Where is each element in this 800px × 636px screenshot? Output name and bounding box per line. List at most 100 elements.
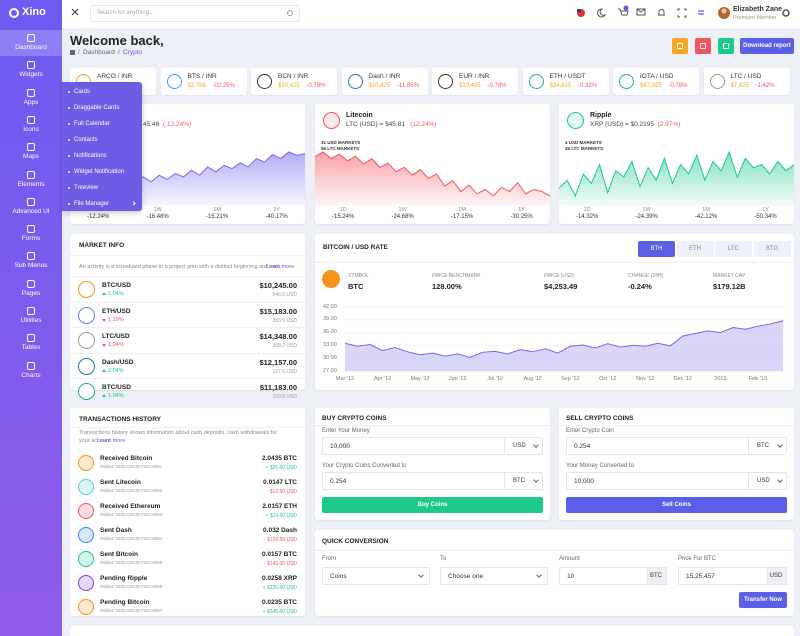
transaction-usd: + $545.00 USD bbox=[262, 609, 297, 615]
period-label: 1M bbox=[702, 207, 710, 213]
coin-icon bbox=[78, 383, 95, 400]
transaction-usd: - $149.00 USD bbox=[263, 561, 297, 567]
action-button[interactable] bbox=[718, 38, 734, 54]
breadcrumb-item[interactable]: Crypto bbox=[123, 49, 143, 56]
unit[interactable]: BTC bbox=[646, 568, 666, 584]
y-tick-label: 36.00 bbox=[323, 329, 337, 336]
submenu-item[interactable]: Full Calendar bbox=[62, 117, 142, 131]
sparkline bbox=[315, 151, 550, 206]
market-volume: 169.8 USD bbox=[272, 394, 297, 400]
ticker-change: -0.78% bbox=[487, 83, 507, 89]
learn-more[interactable]: Learn more bbox=[97, 437, 126, 444]
market-price: $11,183.00 bbox=[259, 383, 297, 392]
transaction-wallet: Wallet: 3DE2SD4EYW2XB04 bbox=[100, 537, 163, 542]
coin-market: 56 LTC MARKETS bbox=[321, 146, 360, 151]
input-field[interactable]: 10,000 USD bbox=[322, 437, 543, 455]
sidebar-item[interactable]: Utilities bbox=[0, 303, 62, 329]
unit[interactable]: USD bbox=[748, 473, 786, 489]
sidebar-item[interactable]: Icons bbox=[0, 112, 62, 138]
sidebar-item[interactable]: Pages bbox=[0, 276, 62, 302]
unit[interactable]: BTC bbox=[504, 473, 542, 489]
sidebar-item[interactable]: Maps bbox=[0, 139, 62, 165]
transaction-wallet: Wallet: 3DE2SD4EYW2XB03 bbox=[100, 513, 163, 518]
input-field[interactable]: Choose one bbox=[440, 567, 548, 585]
field-label: Amount bbox=[559, 556, 580, 562]
buy-button[interactable]: Buy Coins bbox=[322, 497, 543, 513]
input-field[interactable]: 10,000 USD bbox=[566, 472, 787, 490]
submenu-item[interactable]: Notifications bbox=[62, 149, 142, 163]
sidebar-item[interactable]: Elements bbox=[0, 167, 62, 193]
sidebar-icon bbox=[27, 334, 35, 343]
input-field[interactable]: Coins bbox=[322, 567, 430, 585]
transaction-name: Received Ethereum bbox=[100, 503, 161, 510]
x-tick-label: Mar '12 bbox=[335, 376, 355, 382]
unit[interactable]: BTC bbox=[748, 438, 786, 454]
learn-more[interactable]: Learn more bbox=[266, 264, 295, 270]
tab[interactable]: BTH bbox=[638, 241, 675, 257]
sidebar-item[interactable]: Forms bbox=[0, 221, 62, 247]
line bbox=[315, 151, 550, 197]
logo-icon bbox=[9, 8, 19, 18]
ticker-change: -02.25% bbox=[212, 83, 235, 89]
divider bbox=[70, 255, 305, 256]
ticker-change: -0.78% bbox=[668, 83, 688, 89]
breadcrumb-item[interactable]: Dashboard bbox=[83, 49, 115, 56]
input-field[interactable]: 0.254 BTC bbox=[566, 437, 787, 455]
transfer-button[interactable]: Transfer Now bbox=[739, 592, 787, 608]
sidebar-item[interactable]: Charts bbox=[0, 358, 62, 384]
submenu-item[interactable]: Contacts bbox=[62, 133, 142, 147]
input-field[interactable]: 0.254 BTC bbox=[322, 472, 543, 490]
card-description: Transactions history shows information a… bbox=[79, 430, 278, 444]
input-value: 10,000 bbox=[330, 443, 350, 450]
period-label: 1M bbox=[213, 207, 221, 213]
submenu-item[interactable]: Widget Notification bbox=[62, 165, 142, 179]
period-label: 1D bbox=[583, 207, 591, 213]
stat-label: CHANGE (24H) bbox=[628, 273, 664, 279]
stat-label: PRICE BENCHMARK bbox=[432, 273, 481, 279]
unit[interactable]: USD bbox=[766, 568, 786, 584]
button-label: Transfer Now bbox=[743, 596, 782, 603]
sidebar-item[interactable]: Tables bbox=[0, 330, 62, 356]
card-title: BITCOIN / USD RATE bbox=[323, 244, 388, 251]
market-volume: 127.5 USD bbox=[272, 368, 297, 375]
submenu-item[interactable]: File Manager bbox=[62, 197, 142, 211]
sidebar-item[interactable]: Widgets bbox=[0, 57, 62, 83]
sidebar-item[interactable]: Apps bbox=[0, 85, 62, 111]
download-button[interactable]: Download report bbox=[740, 38, 794, 54]
sidebar-icon bbox=[27, 307, 35, 315]
rate-chart bbox=[344, 306, 784, 372]
input-field[interactable]: 15,25,457 USD bbox=[678, 567, 787, 585]
transaction-amount: 0.0157 BTC bbox=[261, 551, 297, 558]
tab[interactable]: BTG bbox=[753, 241, 791, 257]
input-value: 0.254 bbox=[330, 478, 347, 485]
sidebar-item[interactable]: Advanced UI bbox=[0, 194, 62, 220]
coin-icon bbox=[78, 599, 94, 615]
x-tick-label: Jul '12 bbox=[487, 376, 504, 382]
sidebar-label: Widgets bbox=[19, 71, 43, 79]
submenu-label: Widget Notification bbox=[74, 168, 125, 175]
chevron bbox=[777, 477, 783, 483]
breadcrumb-separator: / bbox=[118, 49, 120, 56]
sell-button[interactable]: Sell Coins bbox=[566, 497, 787, 513]
coin-icon bbox=[567, 112, 584, 129]
sidebar-item[interactable]: Sub Menus bbox=[0, 248, 62, 274]
sidebar-label: Dashboard bbox=[15, 44, 47, 51]
sidebar-label: Forms bbox=[21, 235, 41, 243]
bullet bbox=[68, 123, 70, 125]
submenu-item[interactable]: Draggable Cards bbox=[62, 101, 142, 115]
action-button[interactable] bbox=[695, 38, 711, 54]
submenu-item[interactable]: Treeview bbox=[62, 181, 142, 195]
input-value: 10 bbox=[567, 573, 575, 580]
input-field[interactable]: 10 BTC bbox=[559, 567, 667, 585]
tab[interactable]: ETH bbox=[676, 241, 714, 257]
submenu-item[interactable]: Cards bbox=[62, 85, 142, 99]
line bbox=[344, 320, 784, 358]
tab[interactable]: LTC bbox=[715, 241, 752, 257]
unit[interactable]: USD bbox=[504, 438, 542, 454]
sidebar-item[interactable]: Dashboard bbox=[0, 30, 62, 56]
x-tick-label: 2013 bbox=[714, 376, 727, 382]
sidebar-label: Pages bbox=[21, 289, 41, 297]
action-button[interactable] bbox=[672, 38, 688, 54]
sparkline bbox=[559, 150, 794, 206]
search-box[interactable]: Search for anything... bbox=[90, 5, 300, 22]
